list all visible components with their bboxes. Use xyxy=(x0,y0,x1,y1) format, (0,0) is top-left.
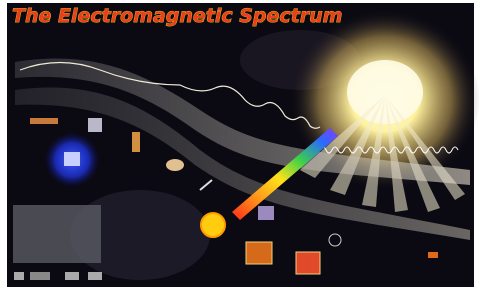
page: {"title": "The Electromagnetic Spectrum"… xyxy=(0,0,480,291)
icon xyxy=(428,252,438,258)
poster-title: The Electromagnetic Spectrum xyxy=(12,5,342,27)
logo xyxy=(14,272,24,280)
icon xyxy=(246,242,272,264)
logo xyxy=(65,272,79,280)
poster: The Electromagnetic Spectrum xyxy=(0,0,480,291)
icon xyxy=(166,159,184,171)
icon xyxy=(64,152,80,166)
logo xyxy=(88,272,102,280)
galaxy-core xyxy=(347,60,423,124)
info-panel xyxy=(13,205,101,263)
icon xyxy=(88,118,102,132)
icon xyxy=(30,118,58,124)
icon xyxy=(132,132,140,152)
logo xyxy=(30,272,50,280)
icon xyxy=(296,252,320,274)
icon xyxy=(258,206,274,220)
sun-icon xyxy=(201,213,225,237)
